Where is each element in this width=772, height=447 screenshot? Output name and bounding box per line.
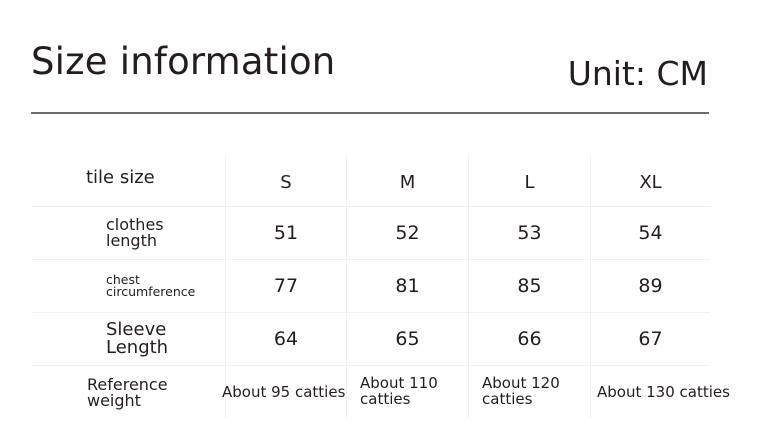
title-divider (31, 112, 709, 114)
table-cell: About 110 catties (347, 366, 469, 418)
table-cell: 65 (347, 313, 469, 366)
row-label-sleeve-length: Sleeve Length (31, 313, 226, 366)
row-label-line: clothes (106, 215, 164, 234)
table-cell: About 120 catties (469, 366, 591, 418)
table-cell: 89 (591, 260, 710, 313)
table-cell: 77 (226, 260, 347, 313)
row-label-line: Reference (87, 375, 168, 394)
table-cell: 67 (591, 313, 710, 366)
row-label-chest-circumference: chest circumference (31, 260, 226, 313)
page-title: Size information (31, 40, 336, 83)
table-cell: 64 (226, 313, 347, 366)
table-cell: 66 (469, 313, 591, 366)
size-header-l: L (469, 155, 591, 207)
size-header-m: M (347, 155, 469, 207)
row-label-line: Sleeve (106, 319, 167, 340)
table-cell: 51 (226, 207, 347, 260)
cell-line: About 110 (360, 374, 438, 393)
cell-line: About 120 (482, 374, 560, 393)
row-label-line: circumference (106, 284, 196, 299)
table-cell: 85 (469, 260, 591, 313)
row-label-reference-weight: Reference weight (31, 366, 226, 418)
table-cell: 52 (347, 207, 469, 260)
size-header-s: S (226, 155, 347, 207)
cell-line: catties (482, 390, 533, 408)
table-cell: About 130 catties (597, 383, 730, 401)
row-label-clothes-length: clothes length (31, 207, 226, 260)
table-cell: 53 (469, 207, 591, 260)
row-label-line: length (106, 231, 157, 250)
unit-label: Unit: CM (567, 54, 708, 93)
cell-line: catties (360, 390, 411, 408)
table-cell: 81 (347, 260, 469, 313)
row-label-line: chest (106, 271, 140, 287)
table-corner-label: tile size (31, 155, 226, 207)
table-cell: About 95 catties (222, 366, 347, 418)
table-cell: 54 (591, 207, 710, 260)
row-label-line: Length (106, 337, 169, 358)
row-label-line: weight (87, 391, 141, 410)
size-table: tile size S M L XL clothes length 51 52 … (31, 155, 730, 418)
size-header-xl: XL (591, 155, 710, 207)
